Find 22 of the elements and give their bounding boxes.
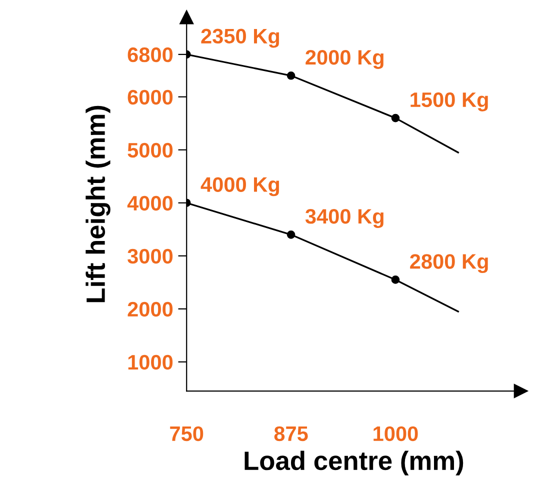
- x-tick-label: 750: [170, 426, 204, 442]
- point: [391, 276, 400, 284]
- x-axis-title: Load centre (mm): [244, 450, 464, 476]
- annotation: 4000 Kg: [200, 177, 279, 196]
- y-tick-label: 1000: [128, 354, 173, 370]
- x-tick-label: 1000: [374, 426, 418, 442]
- annotation: 2000 Kg: [306, 50, 384, 69]
- y-tick-label: 6000: [128, 90, 173, 105]
- y-tick-label: 6800: [128, 47, 173, 62]
- annotation: 2350 Kg: [201, 28, 279, 48]
- y-tick-label: 3000: [128, 248, 173, 264]
- y-tick-label: 4000: [127, 196, 173, 211]
- annotation: 2800 Kg: [410, 254, 488, 274]
- annotation: 3400 Kg: [305, 209, 384, 228]
- y-tick-label: 5000: [128, 142, 173, 158]
- annotation: 1500 Kg: [410, 92, 488, 112]
- point: [286, 230, 296, 239]
- point: [391, 114, 400, 122]
- point: [286, 71, 296, 80]
- x-tick-label: 875: [274, 426, 308, 442]
- y-axis-title: Lift height (mm): [86, 106, 110, 302]
- y-tick-label: 2000: [128, 302, 173, 317]
